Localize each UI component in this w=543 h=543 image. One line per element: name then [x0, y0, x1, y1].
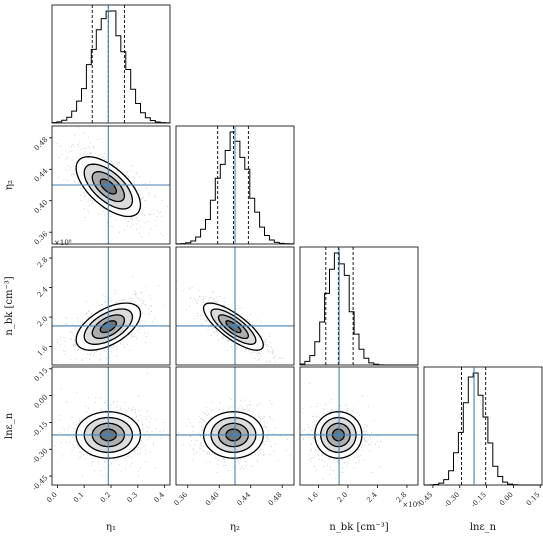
x-axis-label-1: η₂: [230, 522, 240, 533]
scatter-panel-2-0: [51, 246, 171, 366]
x-tick-label: 0.48: [267, 491, 284, 508]
y-tick-label: 0.40: [33, 198, 50, 215]
y-axis-label-3: lnε_n: [4, 412, 15, 439]
x-tick-label: 0.2: [99, 491, 113, 505]
panel-frame-3-1: [175, 366, 295, 486]
y-tick-label: 0.15: [33, 367, 50, 384]
x-tick-label: -0.15: [470, 491, 488, 509]
x-tick-label: 2.0: [336, 491, 350, 505]
scatter-panel-3-0: [51, 366, 171, 486]
y-tick-label: 2.4: [36, 285, 50, 299]
y-axis-label-2: n_bk [cm⁻³]: [4, 276, 15, 335]
y-tick-label: -0.30: [31, 447, 49, 465]
panel-frame-3-2: [299, 366, 419, 486]
scatter-panel-3-2: [299, 366, 419, 486]
x-axis-label-2: n_bk [cm⁻³]: [329, 522, 388, 533]
x-tick-label: 2.4: [365, 490, 379, 504]
x-tick-label: -0.30: [443, 491, 461, 509]
x-tick-label: 0.00: [498, 491, 515, 508]
panel-frame-2-0: [51, 246, 171, 366]
histogram-steps-2: [299, 252, 418, 366]
histogram-steps-3: [424, 372, 542, 486]
y-tick-label: 0.00: [33, 393, 50, 410]
y-tick-label: -0.15: [31, 420, 49, 438]
truth-marker-3-0: [106, 432, 111, 437]
x-axis-label-3: lnε_n: [470, 522, 497, 533]
scatter-panel-2-1: [175, 246, 295, 366]
truth-marker-3-2: [337, 432, 342, 437]
x-tick-label: 0.1: [72, 491, 86, 505]
truth-marker-2-0: [106, 323, 111, 328]
x-tick-label: 0.15: [525, 491, 542, 508]
hist-frame-2: [299, 246, 419, 366]
x-tick-label: 0.3: [126, 491, 140, 505]
panel-frame-1-0: [51, 125, 171, 245]
scatter-panel-1-0: [51, 125, 171, 245]
hist-frame-0: [51, 4, 171, 124]
x-tick-label: 1.6: [306, 490, 320, 504]
x-tick-label: 0.0: [45, 491, 59, 505]
panel-frame-2-1: [175, 246, 295, 366]
x-offset-label: ×10⁸: [402, 501, 420, 509]
x-axis-label-0: η₁: [106, 522, 116, 533]
y-axis-label-1: η₂: [4, 180, 15, 190]
y-tick-label: -0.45: [31, 474, 49, 492]
y-offset-label: ×10⁸: [54, 239, 72, 247]
y-tick-label: 2.8: [36, 256, 50, 270]
histogram-panel-3: [423, 366, 543, 486]
truth-marker-2-1: [233, 323, 237, 328]
y-tick-label: 0.44: [33, 167, 50, 184]
scatter-panel-3-1: [175, 366, 295, 486]
truth-marker-3-1: [233, 432, 237, 437]
x-tick-label: 0.40: [204, 491, 221, 508]
y-tick-label: 1.6: [36, 344, 50, 358]
truth-marker-1-0: [106, 183, 111, 187]
y-tick-label: 0.36: [33, 230, 50, 247]
hist-frame-3: [423, 366, 543, 486]
histogram-panel-1: [175, 125, 295, 245]
histogram-panel-0: [51, 4, 171, 124]
x-tick-label: 0.36: [173, 490, 190, 507]
histogram-steps-0: [51, 10, 171, 124]
x-tick-label: 0.44: [235, 490, 252, 507]
y-tick-label: 2.0: [36, 315, 50, 329]
scatter-points-2-0: [53, 276, 165, 362]
y-tick-label: 0.48: [33, 136, 50, 153]
histogram-panel-2: [299, 246, 419, 366]
x-tick-label: 0.4: [153, 490, 167, 504]
